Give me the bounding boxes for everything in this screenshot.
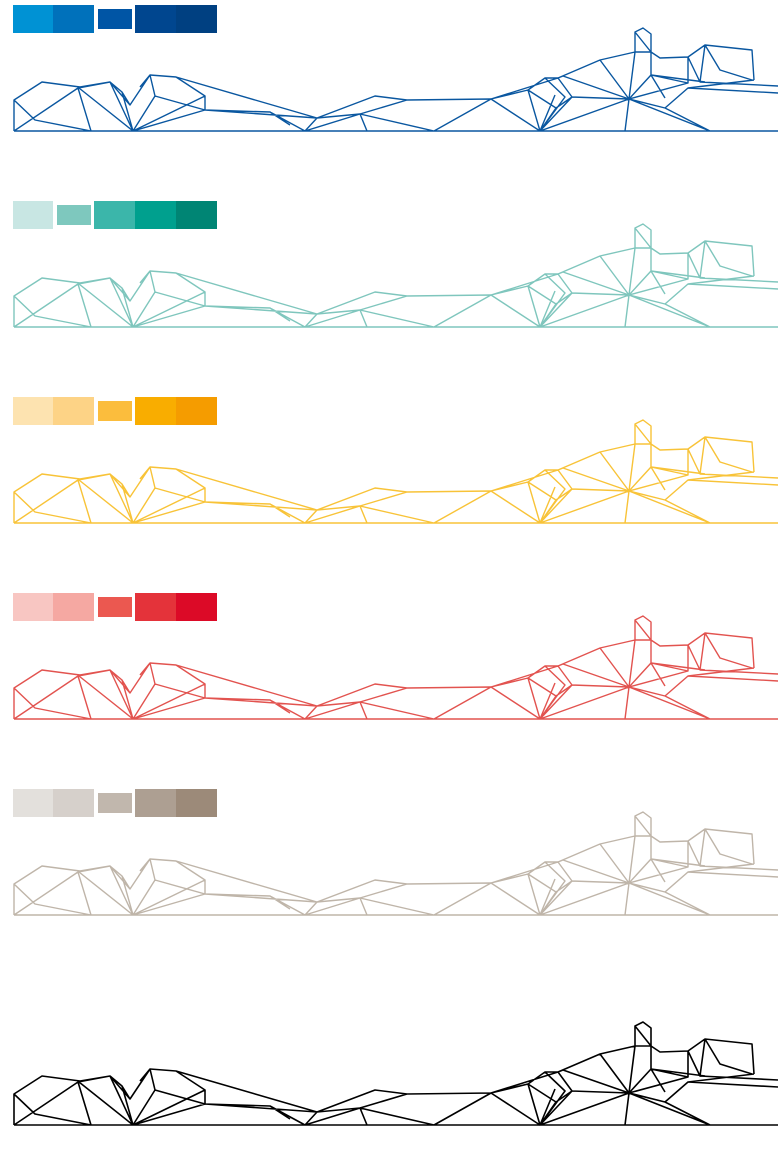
swatch-1 [13,397,53,425]
swatch-2 [53,397,94,425]
swatch-3 [98,793,132,813]
skyline-lines [13,27,778,132]
swatch-2 [57,205,91,225]
swatch-4 [135,5,176,33]
skyline-lines [13,615,778,720]
swatch-1 [13,5,53,33]
skyline-illustration-black [0,994,778,1154]
skyline-svg [13,1021,778,1126]
swatch-4 [135,201,176,229]
swatch-3 [98,9,132,29]
skyline-illustration-taupe [0,784,778,944]
skyline-lines [13,811,778,916]
swatch-5 [176,201,217,229]
swatch-4 [135,397,176,425]
swatch-1 [13,201,53,229]
swatch-3 [98,597,132,617]
palette-swatches-yellow [13,397,217,425]
swatch-5 [176,5,217,33]
palette-swatches-blue [13,5,217,33]
skyline-illustration-teal [0,196,778,356]
swatch-2 [53,5,94,33]
swatch-1 [13,593,53,621]
skyline-illustration-red [0,588,778,748]
skyline-lines [13,223,778,328]
swatch-1 [13,789,53,817]
skyline-lines [13,1021,778,1126]
swatch-2 [53,789,94,817]
swatch-3 [94,201,135,229]
swatch-3 [98,401,132,421]
skyline-illustration-blue [0,0,778,160]
palette-swatches-taupe [13,789,217,817]
skyline-svg [13,615,778,720]
skyline-lines [13,419,778,524]
skyline-svg [13,419,778,524]
swatch-5 [176,593,217,621]
swatch-5 [176,397,217,425]
palette-swatches-teal [13,201,217,229]
swatch-4 [135,593,176,621]
skyline-svg [13,223,778,328]
swatch-5 [176,789,217,817]
swatch-2 [53,593,94,621]
swatch-4 [135,789,176,817]
skyline-svg [13,811,778,916]
palette-swatches-red [13,593,217,621]
skyline-illustration-yellow [0,392,778,552]
skyline-svg [13,27,778,132]
